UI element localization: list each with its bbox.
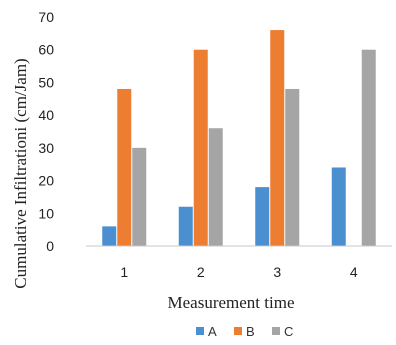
- legend-label-b: B: [246, 324, 255, 339]
- bar-c-3: [285, 88, 300, 246]
- x-tick-label: 4: [350, 264, 358, 280]
- x-tick-label: 3: [273, 264, 281, 280]
- y-tick-label: 20: [38, 173, 54, 189]
- y-tick-label: 60: [38, 42, 54, 58]
- y-tick-label: 10: [38, 205, 54, 221]
- y-axis-title: Cumulative Infiltrationi (cm/Jam): [11, 58, 30, 288]
- bar-a-1: [102, 226, 117, 246]
- bar-c-4: [361, 49, 376, 246]
- bar-a-4: [331, 167, 346, 246]
- bar-b-1: [117, 88, 132, 246]
- legend: A B C: [196, 324, 293, 339]
- x-axis-title: Measurement time: [168, 293, 295, 312]
- legend-label-a: A: [208, 324, 217, 339]
- x-tick-label: 2: [197, 264, 205, 280]
- bar-a-2: [178, 206, 193, 246]
- y-tick-label: 50: [38, 74, 54, 90]
- legend-swatch-b: [234, 327, 242, 335]
- y-tick-label: 70: [38, 9, 54, 25]
- bar-group: [102, 30, 376, 247]
- legend-label-c: C: [284, 324, 293, 339]
- y-tick-label: 30: [38, 140, 54, 156]
- bar-b-2: [193, 49, 208, 246]
- x-tick-label: 1: [120, 264, 128, 280]
- y-tick-label: 40: [38, 107, 54, 123]
- bar-c-1: [132, 147, 147, 246]
- y-tick-label: 0: [46, 238, 54, 254]
- bar-b-3: [270, 30, 285, 247]
- legend-swatch-c: [272, 327, 280, 335]
- bar-a-3: [255, 187, 270, 246]
- bar-c-2: [208, 128, 223, 246]
- x-axis-ticks: 1 2 3 4: [120, 264, 358, 280]
- legend-swatch-a: [196, 327, 204, 335]
- y-axis-ticks: 0 10 20 30 40 50 60 70: [38, 9, 54, 254]
